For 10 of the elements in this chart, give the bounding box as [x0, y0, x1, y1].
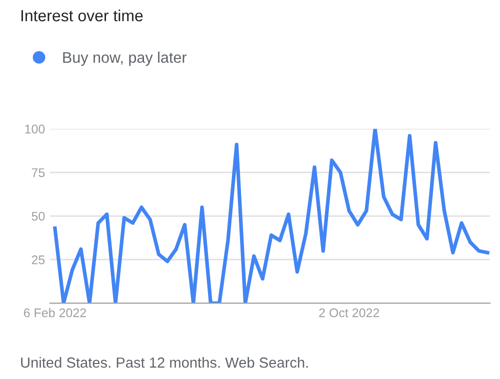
legend-label: Buy now, pay later	[63, 52, 187, 66]
chart-title: Interest over time	[21, 10, 143, 22]
y-tick-label: 75	[32, 168, 45, 178]
line-series	[53, 128, 490, 304]
x-tick-label: 2 Oct 2022	[319, 308, 380, 318]
y-tick-label: 25	[32, 255, 45, 264]
y-tick-label: 100	[25, 124, 45, 134]
y-tick-label: 50	[32, 212, 45, 221]
x-tick-label: 6 Feb 2022	[24, 308, 86, 318]
text: United States. Past 12 months. Web Search.	[21, 357, 308, 368]
